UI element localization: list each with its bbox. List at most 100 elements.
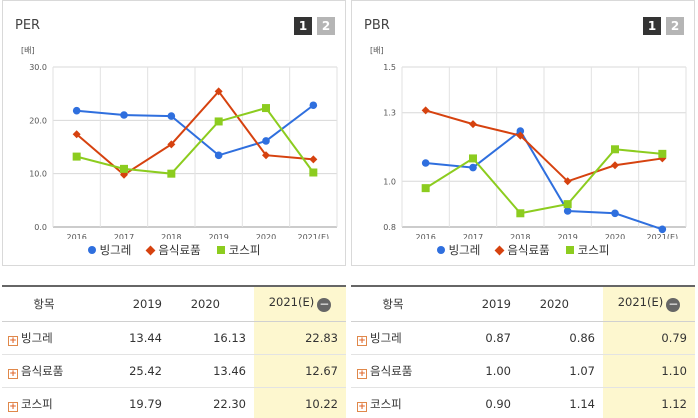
- data-point: [214, 151, 223, 160]
- chart-legend: 빙그레 음식료품 코스피: [352, 242, 694, 258]
- collapse-icon[interactable]: −: [317, 297, 332, 313]
- column-header: 항목: [2, 287, 86, 322]
- x-tick-label: 2017: [463, 233, 483, 239]
- pbr-chart-panel: PBR 1 2 [배] 0.8 1.0 1.3 1.5 2016 2017 2018 2019…: [351, 0, 695, 266]
- legend-item-binggrae[interactable]: 빙그레: [436, 242, 480, 258]
- data-point: [72, 106, 81, 115]
- y-tick-label: 20.0: [29, 116, 47, 125]
- data-point: [72, 152, 81, 161]
- column-header: 2020: [170, 287, 254, 322]
- expand-icon[interactable]: +: [8, 335, 18, 346]
- per-line-chart: [배] 0.0 10.0 20.0 30.0 2016 2017 2018 2019 2020 2…: [21, 46, 338, 239]
- table-row: + 음식료품 1.00 1.07 1.10: [351, 354, 695, 388]
- x-tick-label: 2018: [510, 233, 530, 239]
- circle-marker-icon: [436, 246, 445, 254]
- legend-item-kospi[interactable]: 코스피: [216, 242, 261, 258]
- circle-marker-icon: [87, 246, 96, 254]
- collapse-icon[interactable]: −: [666, 297, 681, 313]
- data-point: [469, 154, 477, 163]
- diamond-marker-icon: [145, 245, 156, 255]
- column-header-label: 2021(E): [617, 295, 664, 310]
- expand-icon[interactable]: +: [357, 335, 367, 346]
- data-point: [214, 87, 223, 96]
- y-tick-label: 0.8: [383, 223, 396, 232]
- table-row: + 빙그레 13.44 16.13 22.83: [2, 321, 346, 355]
- y-tick-label: 0.0: [34, 223, 47, 232]
- diamond-marker-icon: [494, 245, 505, 255]
- table-row: + 코스피 0.90 1.14 1.12: [351, 387, 695, 418]
- value-cell: 0.79: [603, 321, 695, 355]
- expand-icon[interactable]: +: [357, 368, 367, 379]
- table-row: + 음식료품 25.42 13.46 12.67: [2, 354, 346, 388]
- data-point: [262, 104, 270, 113]
- series-line: [76, 89, 314, 176]
- page-2-button[interactable]: 2: [666, 17, 684, 35]
- data-point: [421, 106, 430, 115]
- data-point: [658, 149, 667, 158]
- row-name-cell: + 음식료품: [351, 354, 435, 388]
- value-cell: 16.13: [170, 321, 254, 355]
- expand-icon[interactable]: +: [8, 368, 18, 379]
- x-tick-label: 2019: [557, 233, 577, 239]
- row-name: 코스피: [21, 396, 53, 411]
- row-name: 빙그레: [21, 330, 53, 345]
- value-cell: 1.14: [519, 387, 603, 418]
- column-header: 2019: [435, 287, 519, 322]
- x-tick-label: 2020: [256, 233, 276, 239]
- column-header: 2020: [519, 287, 603, 322]
- series-line: [425, 148, 663, 215]
- table-row: + 빙그레 0.87 0.86 0.79: [351, 321, 695, 355]
- data-point: [469, 120, 477, 129]
- x-tick-label: 2021(E): [647, 233, 679, 239]
- panel-title: PBR: [364, 18, 390, 33]
- legend-item-binggrae[interactable]: 빙그레: [87, 242, 132, 258]
- page-1-button[interactable]: 1: [643, 17, 661, 35]
- y-tick-label: 1.3: [383, 109, 396, 118]
- per-chart-panel: PER 1 2 [배] 0.0 10.0 20.0 30.0 2016 2017 2018 2…: [2, 0, 346, 266]
- y-tick-label: 10.0: [29, 170, 47, 179]
- y-unit-label: [배]: [370, 46, 384, 55]
- expand-icon[interactable]: +: [357, 401, 367, 412]
- table-header-row: 항목 2019 2020 2021(E) −: [351, 287, 695, 322]
- square-marker-icon: [565, 246, 574, 254]
- y-unit-label: [배]: [21, 46, 35, 55]
- x-tick-label: 2021(E): [298, 233, 330, 239]
- row-name-cell: + 빙그레: [2, 321, 86, 355]
- legend-item-food[interactable]: 음식료품: [145, 242, 201, 258]
- y-tick-label: 30.0: [29, 63, 47, 72]
- data-point: [309, 155, 318, 164]
- data-point: [309, 101, 318, 110]
- data-point: [516, 127, 525, 135]
- column-header-estimate: 2021(E) −: [603, 287, 695, 322]
- row-name: 음식료품: [21, 363, 64, 378]
- column-header-label: 2021(E): [268, 295, 315, 310]
- column-header: 항목: [351, 287, 435, 322]
- row-name-cell: + 빙그레: [351, 321, 435, 355]
- value-cell: 1.10: [603, 354, 695, 388]
- legend-label: 빙그레: [99, 243, 132, 257]
- legend-label: 음식료품: [158, 243, 201, 257]
- row-name-cell: + 코스피: [351, 387, 435, 418]
- legend-label: 코스피: [228, 243, 261, 257]
- value-cell: 13.44: [86, 321, 170, 355]
- value-cell: 25.42: [86, 354, 170, 388]
- page-2-button[interactable]: 2: [317, 17, 335, 35]
- data-point: [611, 161, 619, 170]
- data-point: [167, 112, 176, 120]
- x-tick-label: 2020: [605, 233, 625, 239]
- series-line: [76, 106, 315, 175]
- y-tick-label: 1.5: [383, 63, 396, 72]
- expand-icon[interactable]: +: [8, 401, 18, 412]
- value-cell: 0.86: [519, 321, 603, 355]
- legend-item-kospi[interactable]: 코스피: [565, 242, 609, 258]
- data-point: [516, 131, 525, 140]
- value-cell: 22.30: [170, 387, 254, 418]
- value-cell: 1.12: [603, 387, 695, 418]
- table-row: + 코스피 19.79 22.30 10.22: [2, 387, 346, 418]
- legend-item-food[interactable]: 음식료품: [494, 242, 550, 258]
- page-1-button[interactable]: 1: [294, 17, 312, 35]
- data-point: [309, 168, 318, 177]
- x-tick-label: 2019: [208, 233, 228, 239]
- column-header: 2019: [86, 287, 170, 322]
- data-point: [214, 117, 223, 126]
